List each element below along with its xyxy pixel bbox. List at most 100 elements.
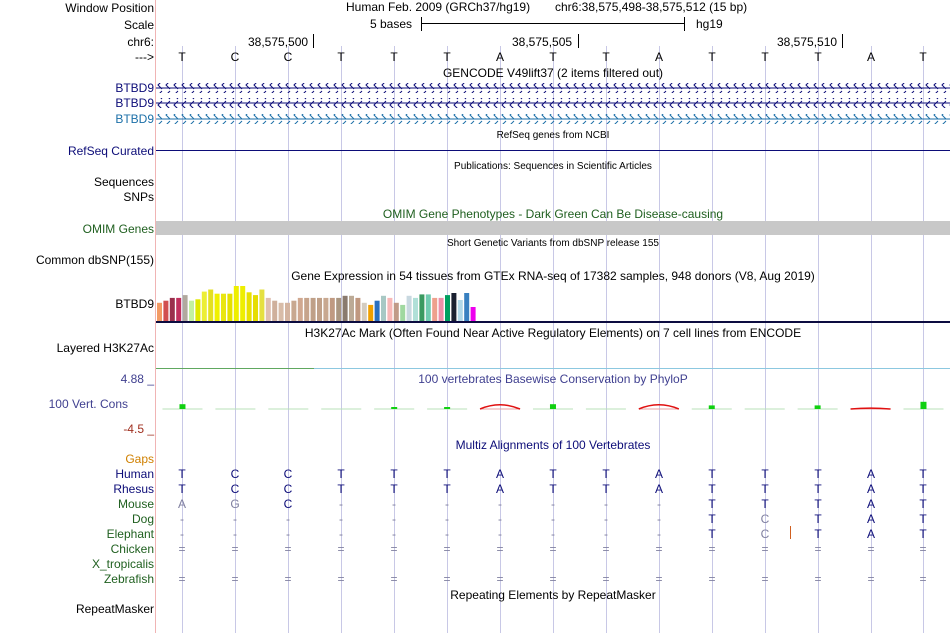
gtex-tissue-bar[interactable] xyxy=(374,300,380,321)
omim-label[interactable]: OMIM Genes xyxy=(82,222,154,236)
gencode-transcript-2[interactable] xyxy=(156,98,950,108)
species-label-elephant[interactable]: Elephant xyxy=(106,527,154,541)
gtex-tissue-bar[interactable] xyxy=(406,295,412,321)
repeatmasker-label[interactable]: RepeatMasker xyxy=(75,602,154,616)
gtex-tissue-bar[interactable] xyxy=(361,302,367,321)
alignment-base: A xyxy=(866,482,875,496)
gtex-tissue-bar[interactable] xyxy=(451,293,457,321)
gtex-tissue-bar[interactable] xyxy=(432,297,438,321)
gtex-tissue-bar[interactable] xyxy=(182,295,188,321)
gtex-tissue-bar[interactable] xyxy=(201,291,207,321)
gtex-tissue-bar[interactable] xyxy=(470,307,476,321)
publications-sequences-label[interactable]: Sequences xyxy=(93,175,154,189)
strand-label[interactable]: ---> xyxy=(135,50,154,64)
gtex-tissue-bar[interactable] xyxy=(438,297,444,321)
alignment-base: = xyxy=(231,572,239,586)
gtex-tissue-bar[interactable] xyxy=(163,300,169,321)
gtex-tissue-bar[interactable] xyxy=(157,302,162,321)
gtex-tissue-bar[interactable] xyxy=(317,297,322,321)
gtex-tissue-bar[interactable] xyxy=(214,293,220,321)
conservation-plot[interactable] xyxy=(156,386,950,436)
gtex-tissue-bar[interactable] xyxy=(329,297,335,321)
species-label-x_tropicalis[interactable]: X_tropicalis xyxy=(91,557,154,571)
window-position-label[interactable]: Window Position xyxy=(65,1,154,15)
gtex-tissue-bar[interactable] xyxy=(419,294,425,321)
h3k27ac-signal-green[interactable] xyxy=(156,368,314,369)
gtex-tissue-bar[interactable] xyxy=(189,300,194,321)
conservation-score-positive[interactable] xyxy=(179,404,186,409)
gtex-tissue-bar[interactable] xyxy=(355,297,361,321)
gtex-tissue-bar[interactable] xyxy=(176,297,182,321)
conservation-score-negative[interactable] xyxy=(850,407,891,410)
gtex-tissue-bar[interactable] xyxy=(323,297,329,321)
gtex-tissue-bar[interactable] xyxy=(425,294,431,321)
conservation-score-positive[interactable] xyxy=(708,405,715,409)
species-label-chicken[interactable]: Chicken xyxy=(110,542,154,556)
gtex-tissue-bar[interactable] xyxy=(336,297,342,321)
gtex-tissue-bar[interactable] xyxy=(291,300,297,321)
species-label-mouse[interactable]: Mouse xyxy=(117,497,154,511)
gtex-tissue-bar[interactable] xyxy=(342,295,348,321)
gtex-tissue-bar[interactable] xyxy=(221,293,226,321)
gtex-tissue-bar[interactable] xyxy=(457,300,463,321)
gtex-tissue-bar[interactable] xyxy=(349,295,354,321)
species-label-rhesus[interactable]: Rhesus xyxy=(113,482,154,496)
species-label-zebrafish[interactable]: Zebrafish xyxy=(103,572,154,586)
gtex-expression-chart[interactable] xyxy=(156,282,950,324)
conservation-score-negative[interactable] xyxy=(638,404,680,410)
gtex-tissue-bar[interactable] xyxy=(445,295,450,321)
dbsnp-label[interactable]: Common dbSNP(155) xyxy=(35,253,154,267)
gtex-tissue-bar[interactable] xyxy=(400,304,406,321)
gtex-label[interactable]: BTBD9 xyxy=(115,297,154,311)
gtex-tissue-bar[interactable] xyxy=(413,297,418,321)
gtex-tissue-bar[interactable] xyxy=(393,302,399,321)
gencode-gene-label-2[interactable]: BTBD9 xyxy=(115,96,154,110)
gtex-tissue-bar[interactable] xyxy=(464,293,470,321)
gtex-tissue-bar[interactable] xyxy=(253,295,258,321)
alignment-base: = xyxy=(178,572,186,586)
chromosome-label[interactable]: chr6: xyxy=(127,35,154,49)
scale-label[interactable]: Scale xyxy=(123,18,154,32)
gencode-gene-label-3[interactable]: BTBD9 xyxy=(115,112,154,126)
gtex-tissue-bar[interactable] xyxy=(265,297,271,321)
gtex-tissue-bar[interactable] xyxy=(387,297,393,321)
gtex-tissue-bar[interactable] xyxy=(297,297,303,321)
gtex-tissue-bar[interactable] xyxy=(240,286,246,321)
gtex-tissue-bar[interactable] xyxy=(310,297,316,321)
gencode-gene-label-1[interactable]: BTBD9 xyxy=(115,81,154,95)
gtex-tissue-bar[interactable] xyxy=(208,289,214,322)
gtex-tissue-bar[interactable] xyxy=(233,286,239,321)
gtex-tissue-bar[interactable] xyxy=(272,300,278,321)
conservation-score-positive[interactable] xyxy=(920,401,927,409)
gtex-tissue-bar[interactable] xyxy=(169,297,175,321)
conservation-score-negative[interactable] xyxy=(479,404,521,410)
refseq-label[interactable]: RefSeq Curated xyxy=(67,144,154,158)
gtex-tissue-bar[interactable] xyxy=(227,293,233,321)
gtex-tissue-bar[interactable] xyxy=(304,297,310,321)
conservation-label[interactable]: 100 Vert. Cons xyxy=(48,397,128,411)
h3k27ac-label[interactable]: Layered H3K27Ac xyxy=(56,341,154,355)
alignment-base: T xyxy=(919,527,927,541)
species-label-human[interactable]: Human xyxy=(115,467,154,481)
h3k27ac-signal-blue[interactable] xyxy=(314,368,950,369)
conservation-score-positive[interactable] xyxy=(391,407,398,409)
gtex-tissue-bar[interactable] xyxy=(246,292,252,321)
alignment-base: = xyxy=(919,572,927,586)
multiz-gaps-label[interactable]: Gaps xyxy=(125,452,154,466)
conservation-score-positive[interactable] xyxy=(444,407,451,409)
gencode-transcript-3[interactable] xyxy=(156,114,950,124)
conservation-score-positive[interactable] xyxy=(814,405,821,409)
gencode-transcripts[interactable] xyxy=(156,80,950,126)
gtex-tissue-bar[interactable] xyxy=(195,299,201,321)
gencode-transcript-1[interactable] xyxy=(156,83,950,93)
gtex-tissue-bar[interactable] xyxy=(368,304,374,321)
gtex-tissue-bar[interactable] xyxy=(259,289,265,322)
conservation-score-positive[interactable] xyxy=(549,404,556,409)
publications-snps-label[interactable]: SNPs xyxy=(123,190,154,204)
gtex-tissue-bar[interactable] xyxy=(285,302,290,321)
refseq-transcript-line[interactable] xyxy=(156,150,950,151)
gtex-tissue-bar[interactable] xyxy=(381,295,386,321)
gtex-tissue-bar[interactable] xyxy=(278,302,284,321)
omim-phenotype-bar[interactable] xyxy=(156,221,950,235)
species-label-dog[interactable]: Dog xyxy=(131,512,154,526)
